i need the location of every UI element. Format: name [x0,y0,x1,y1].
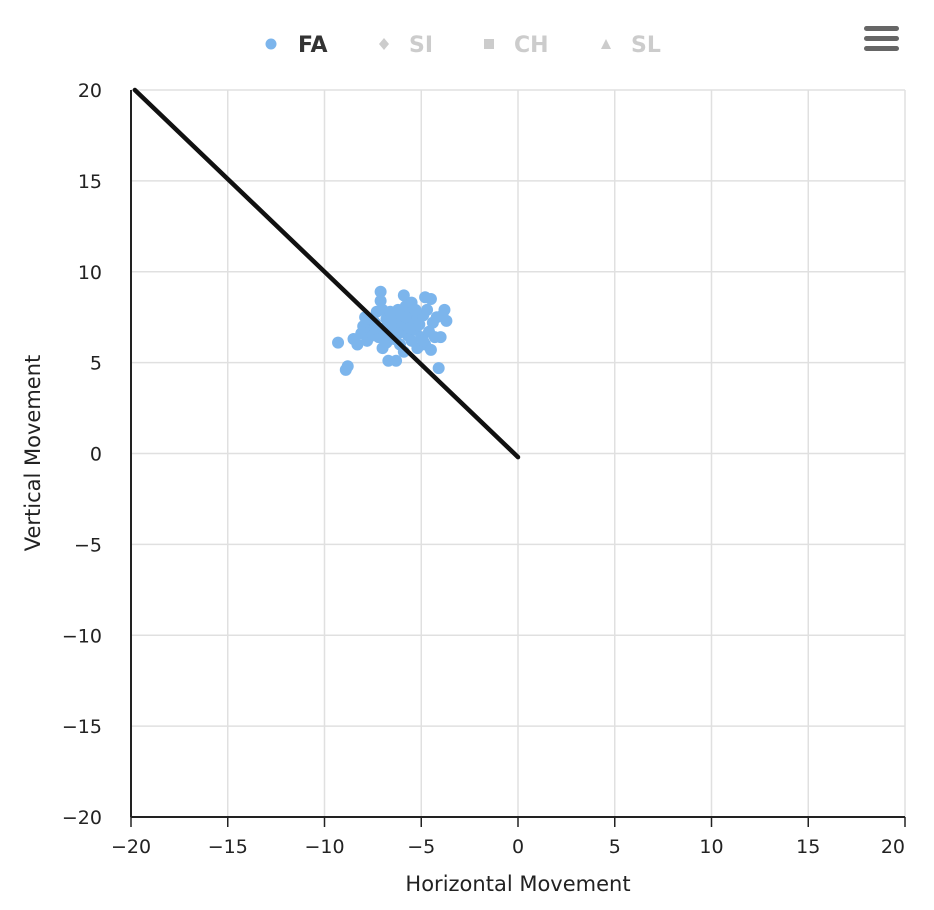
x-tick-label: 15 [796,836,820,858]
x-axis-title: Horizontal Movement [405,872,630,896]
legend-item-si[interactable]: SI [379,33,433,58]
data-point[interactable] [413,318,426,331]
y-tick-label: 20 [78,80,102,102]
y-tick-label: 15 [78,171,102,193]
data-point[interactable] [424,293,437,306]
reference-line [132,87,521,460]
data-point[interactable] [440,314,453,327]
y-tick-label: −10 [62,625,102,647]
data-point[interactable] [399,311,412,324]
y-axis-ticks: 20 15 10 5 0 −5 −10 −15 −20 [62,80,102,829]
data-point[interactable] [417,334,430,347]
legend-marker-si [379,38,389,50]
x-tick-label: −15 [208,836,248,858]
data-point[interactable] [397,289,410,302]
data-point[interactable] [341,360,354,373]
data-point[interactable] [432,362,445,375]
data-point[interactable] [374,294,387,307]
legend: FA SI CH SL [265,33,661,58]
y-tick-label: 0 [90,444,102,466]
x-tick-label: 20 [881,836,905,858]
data-point[interactable] [386,318,399,331]
legend-label-sl: SL [631,33,661,58]
legend-item-ch[interactable]: CH [484,33,549,58]
x-axis-ticks: −20 −15 −10 −5 0 5 10 15 20 [111,817,906,858]
y-tick-label: 5 [90,353,102,375]
y-tick-label: 10 [78,262,102,284]
data-point[interactable] [434,331,447,344]
legend-item-fa[interactable]: FA [265,33,328,58]
y-axis-title: Vertical Movement [21,355,45,552]
legend-marker-fa [265,38,277,50]
series-reference-line [132,87,521,460]
x-tick-label: 10 [699,836,723,858]
data-point[interactable] [390,354,403,367]
x-tick-label: 5 [609,836,621,858]
legend-marker-sl [601,39,611,49]
x-tick-label: −20 [111,836,151,858]
data-point[interactable] [332,336,345,349]
data-point[interactable] [384,305,397,318]
legend-label-ch: CH [514,33,549,58]
menu-button[interactable] [858,22,906,58]
legend-item-sl[interactable]: SL [601,33,661,58]
grid [130,89,906,817]
x-tick-label: −10 [304,836,344,858]
x-tick-label: 0 [512,836,524,858]
data-point[interactable] [374,285,387,298]
data-point[interactable] [409,303,422,316]
legend-label-si: SI [409,33,433,58]
y-tick-label: −5 [74,534,102,556]
legend-marker-ch [484,39,494,49]
y-tick-label: −20 [62,807,102,829]
data-point[interactable] [438,303,451,316]
y-tick-label: −15 [62,716,102,738]
data-point[interactable] [403,322,416,335]
legend-label-fa: FA [298,33,328,58]
hamburger-menu-icon [864,26,899,51]
x-tick-label: −5 [407,836,435,858]
data-point[interactable] [424,343,437,356]
data-point[interactable] [351,338,364,351]
data-point[interactable] [421,303,434,316]
